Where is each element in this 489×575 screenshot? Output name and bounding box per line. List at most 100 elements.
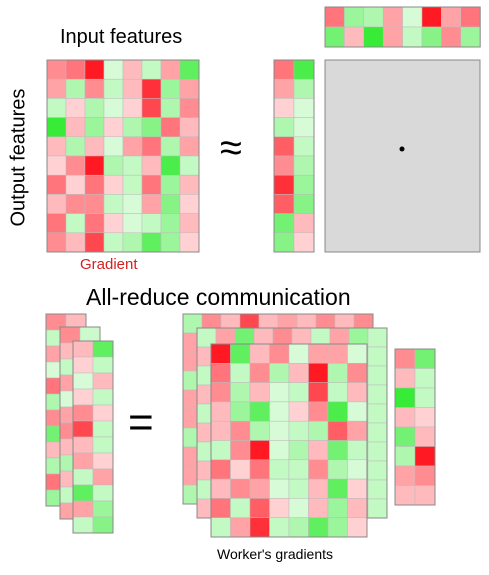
output-vector-cell: [273, 155, 295, 176]
worker-matrix-front-cell: [230, 517, 251, 538]
gradient-cell: [160, 136, 181, 157]
worker-matrix-front-cell: [288, 420, 309, 441]
result-vector-cell: [394, 407, 416, 428]
output-vector-cell: [293, 213, 315, 234]
worker-matrix-mid-cell: [367, 441, 388, 462]
gradient-cell: [122, 174, 143, 195]
worker-matrix-front-cell: [347, 459, 368, 480]
input-vector-border: [324, 6, 481, 48]
worker-matrix-front-cell: [327, 420, 348, 441]
gradient-cell: [65, 155, 86, 176]
worker-vector-front-cell: [92, 468, 114, 486]
worker-matrix-mid-cell: [367, 365, 388, 386]
worker-matrix-front-cell: [269, 382, 290, 403]
gradient-cell: [46, 136, 67, 157]
gradient-cell: [46, 213, 67, 234]
result-vector-cell: [414, 368, 436, 389]
output-vector-cell: [273, 213, 295, 234]
gradient-cell: [141, 194, 162, 214]
workers-gradients-label: Worker's gradients: [217, 546, 334, 562]
worker-matrix-front-border: [210, 343, 368, 538]
input-vector-cell: [402, 6, 423, 28]
input-vector-cell: [441, 26, 462, 48]
worker-matrix-front-cell: [308, 440, 329, 461]
result-vector-cell: [394, 426, 416, 447]
worker-matrix-front-cell: [308, 459, 329, 480]
worker-matrix-front-cell: [249, 517, 270, 538]
gradient-cell: [122, 232, 143, 253]
worker-matrix-front-cell: [308, 343, 329, 364]
worker-matrix-front-cell: [347, 498, 368, 518]
worker-matrix-front-cell: [308, 420, 329, 441]
gradient-cell: [103, 232, 124, 253]
worker-matrix-front-cell: [308, 363, 329, 383]
worker-matrix-mid-cell: [367, 403, 388, 424]
output-vector-cell: [293, 232, 315, 253]
worker-vector-front-cell: [72, 340, 94, 358]
worker-matrices-stack: [182, 313, 388, 538]
result-vector-cell: [414, 446, 436, 467]
worker-matrix-front-cell: [288, 478, 309, 499]
output-vector-cell: [293, 155, 315, 176]
gradient-cell: [65, 117, 86, 138]
worker-matrix-front-cell: [327, 401, 348, 422]
worker-vector-front-cell: [72, 484, 94, 502]
worker-matrix-front-cell: [288, 382, 309, 403]
worker-matrix-front-cell: [288, 401, 309, 422]
worker-vector-front-cell: [92, 372, 114, 390]
worker-matrix-front-cell: [210, 498, 231, 518]
input-features-label: Input features: [60, 26, 183, 48]
worker-matrix-front-cell: [308, 401, 329, 422]
gradient-cell: [103, 98, 124, 118]
worker-matrix-front-cell: [249, 498, 270, 518]
worker-matrix-front-cell: [210, 382, 231, 403]
gradient-cell: [179, 117, 200, 138]
output-vector-cell: [273, 98, 295, 118]
input-vector-cell: [382, 26, 403, 48]
gradient-cell: [160, 78, 181, 99]
worker-matrix-front-cell: [347, 440, 368, 461]
gradient-cell: [122, 155, 143, 176]
gradient-cell: [179, 78, 200, 99]
worker-matrix-front-cell: [327, 382, 348, 403]
worker-matrix-mid-cell: [367, 479, 388, 500]
input-vector-cell: [344, 26, 365, 48]
gradient-cell: [122, 98, 143, 118]
gradient-cell: [65, 59, 86, 80]
output-vector-cell: [273, 232, 295, 253]
output-vector-cell: [273, 78, 295, 99]
output-vector-cell: [293, 194, 315, 214]
worker-vector-front-cell: [72, 468, 94, 486]
gradient-label: Gradient: [80, 256, 138, 273]
gradient-cell: [84, 136, 105, 157]
result-vector-cell: [414, 465, 436, 486]
gradient-cell: [160, 194, 181, 214]
gradient-cell: [122, 213, 143, 234]
worker-matrix-front-cell: [288, 343, 309, 364]
worker-vector-front-cell: [92, 340, 114, 358]
worker-matrix-front-cell: [230, 440, 251, 461]
worker-matrix-front-cell: [288, 363, 309, 383]
worker-matrix-front-cell: [288, 498, 309, 518]
worker-matrix-front-cell: [327, 478, 348, 499]
worker-matrix-front-cell: [288, 440, 309, 461]
gradient-cell: [179, 98, 200, 118]
output-features-label: Output features: [7, 88, 30, 227]
gradient-cell: [65, 232, 86, 253]
worker-matrix-front-cell: [249, 420, 270, 441]
input-vector-cell: [363, 26, 384, 48]
worker-matrix-front-cell: [327, 459, 348, 480]
worker-matrix-mid-cell: [367, 327, 388, 348]
worker-matrix-front-cell: [230, 401, 251, 422]
output-vector-cell: [273, 174, 295, 195]
input-vector-cell: [402, 26, 423, 48]
gradient-cell: [84, 194, 105, 214]
result-vector-border: [394, 348, 436, 506]
worker-matrix-front-cell: [210, 478, 231, 499]
input-vector-cell: [441, 6, 462, 28]
gradient-cell: [103, 213, 124, 234]
gradient-cell: [160, 117, 181, 138]
gradient-cell: [141, 232, 162, 253]
worker-matrix-mid-cell: [367, 460, 388, 481]
